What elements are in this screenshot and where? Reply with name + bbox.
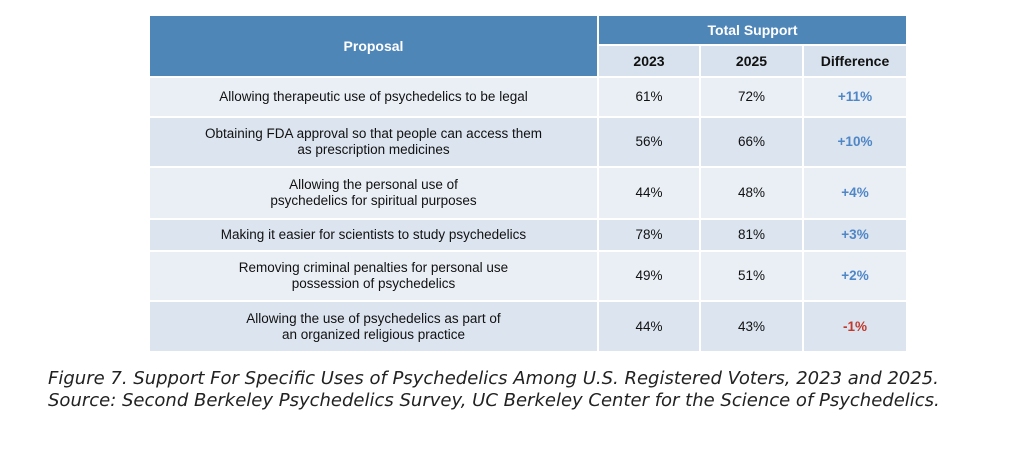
proposal-text: Obtaining FDA approval so that people ca… (205, 126, 542, 141)
proposal-text: Allowing the personal use of (289, 177, 458, 192)
header-difference: Difference (803, 45, 907, 77)
value-2023-cell: 78% (598, 218, 701, 251)
proposal-text: Allowing the use of psychedelics as part… (246, 310, 501, 326)
value-2023-cell: 44% (598, 300, 701, 351)
value-2023-cell: 61% (598, 76, 701, 117)
table-row: Allowing the use of psychedelics as part… (150, 300, 907, 351)
proposal-cell: Removing criminal penalties for personal… (150, 250, 599, 301)
support-table: Proposal Total Support 2023 2025 Differe… (150, 16, 907, 351)
difference-cell: +10% (803, 116, 907, 167)
header-total-support: Total Support (598, 16, 907, 46)
proposal-text: Allowing therapeutic use of psychedelics… (219, 89, 528, 104)
proposal-text: possession of psychedelics (291, 276, 456, 291)
proposal-text: an organized religious practice (281, 326, 466, 342)
header-year-2023: 2023 (598, 45, 701, 77)
difference-cell: -1% (803, 300, 907, 351)
value-2025-cell: 81% (700, 218, 804, 251)
value-2025-cell: 48% (700, 166, 804, 219)
value-2023-cell: 49% (598, 250, 701, 301)
difference-cell: +11% (803, 76, 907, 117)
difference-cell: +4% (803, 166, 907, 219)
value-2023-cell: 56% (598, 116, 701, 167)
proposal-cell: Allowing the personal use of psychedelics… (150, 166, 599, 219)
value-2025-cell: 51% (700, 250, 804, 301)
difference-cell: +3% (803, 218, 907, 251)
table-row: Allowing the personal use of psychedelics… (150, 166, 907, 219)
proposal-cell: Allowing the use of psychedelics as part… (150, 300, 599, 351)
header-year-2025: 2025 (700, 45, 804, 77)
table-body: Allowing therapeutic use of psychedelics… (150, 76, 907, 351)
table-row: Making it easier for scientists to study… (150, 218, 907, 251)
value-2025-cell: 66% (700, 116, 804, 167)
proposal-text: as prescription medicines (297, 142, 450, 157)
value-2023-cell: 44% (598, 166, 701, 219)
proposal-cell: Making it easier for scientists to study… (150, 218, 599, 251)
difference-cell: +2% (803, 250, 907, 301)
figure-caption: Figure 7. Support For Specific Uses of P… (48, 368, 940, 411)
proposal-cell: Obtaining FDA approval so that people ca… (150, 116, 599, 167)
value-2025-cell: 72% (700, 76, 804, 117)
proposal-cell: Allowing therapeutic use of psychedelics… (150, 76, 599, 117)
table-row: Obtaining FDA approval so that people ca… (150, 116, 907, 167)
table-row: Allowing therapeutic use of psychedelics… (150, 76, 907, 117)
proposal-text: psychedelics for spiritual purposes (270, 193, 477, 208)
proposal-text: Making it easier for scientists to study… (220, 227, 527, 242)
proposal-text: Removing criminal penalties for personal… (238, 260, 509, 275)
table-row: Removing criminal penalties for personal… (150, 250, 907, 301)
value-2025-cell: 43% (700, 300, 804, 351)
header-proposal: Proposal (150, 16, 599, 77)
